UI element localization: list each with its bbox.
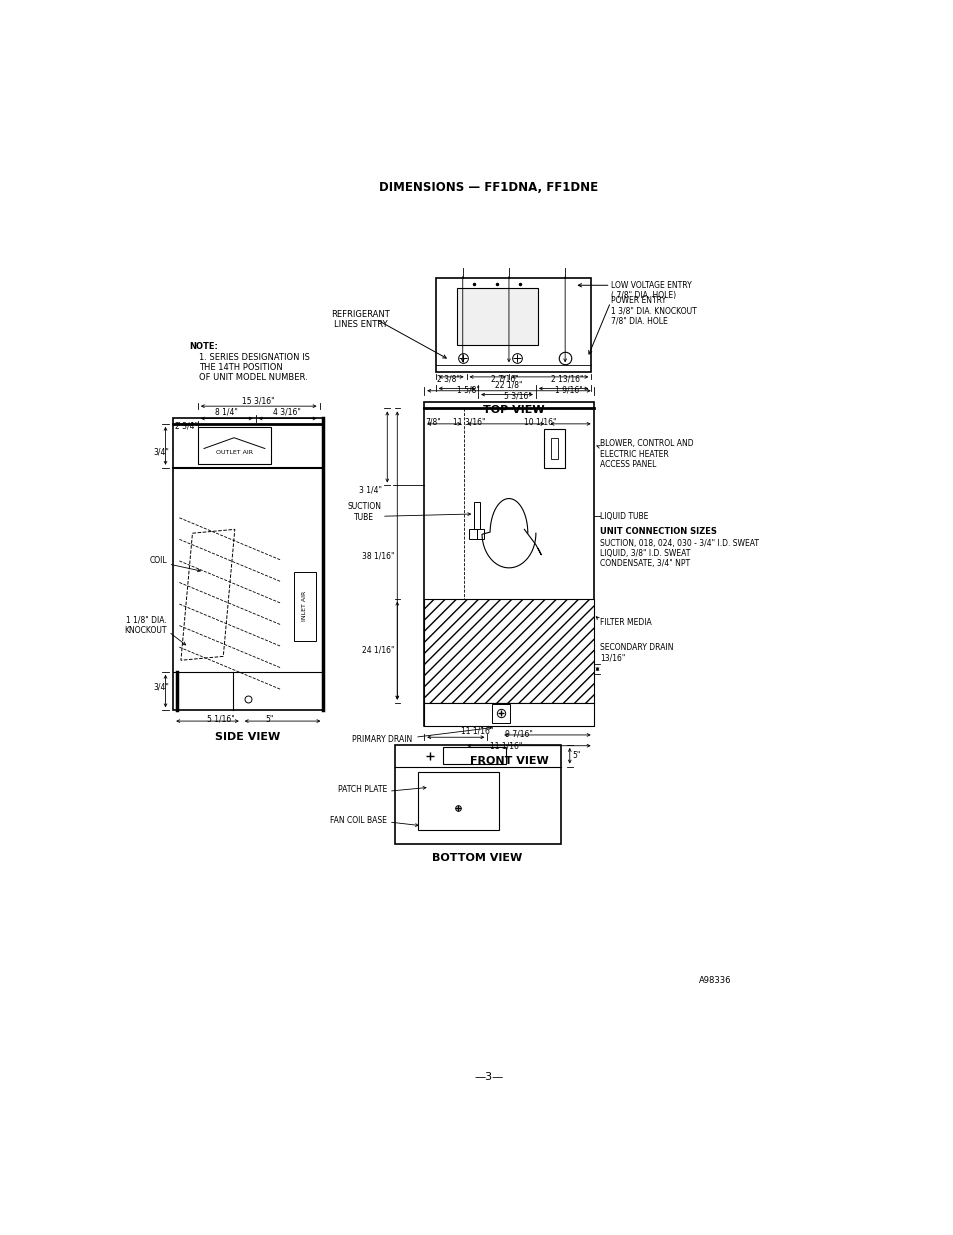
Text: 15 3/16": 15 3/16" bbox=[242, 396, 274, 405]
Text: 3 1/4": 3 1/4" bbox=[358, 485, 381, 494]
Text: 5": 5" bbox=[265, 715, 274, 724]
Text: SIDE VIEW: SIDE VIEW bbox=[215, 732, 280, 742]
Text: INLET AIR: INLET AIR bbox=[302, 592, 307, 621]
Text: REFRIGERANT
LINES ENTRY: REFRIGERANT LINES ENTRY bbox=[331, 310, 390, 330]
Bar bbox=[424, 403, 593, 726]
Text: COIL: COIL bbox=[150, 556, 167, 564]
Text: 4 3/16": 4 3/16" bbox=[273, 408, 301, 417]
Text: A98336: A98336 bbox=[699, 976, 731, 986]
Text: POWER ENTRY
1 3/8" DIA. KNOCKOUT
7/8" DIA. HOLE: POWER ENTRY 1 3/8" DIA. KNOCKOUT 7/8" DI… bbox=[610, 296, 696, 326]
Text: FRONT VIEW: FRONT VIEW bbox=[469, 757, 548, 767]
Bar bbox=[173, 417, 323, 710]
Text: 1 1/8" DIA.
KNOCKOUT: 1 1/8" DIA. KNOCKOUT bbox=[125, 616, 167, 635]
Text: SUCTION
TUBE: SUCTION TUBE bbox=[347, 503, 381, 522]
Text: DIMENSIONS — FF1DNA, FF1DNE: DIMENSIONS — FF1DNA, FF1DNE bbox=[379, 180, 598, 194]
Text: 22 1/8": 22 1/8" bbox=[495, 380, 522, 389]
Text: —3—: —3— bbox=[474, 1072, 503, 1082]
Text: 7/8": 7/8" bbox=[425, 417, 441, 427]
Text: 5 1/16": 5 1/16" bbox=[207, 715, 234, 724]
Text: 5": 5" bbox=[572, 751, 579, 761]
Text: 24 1/16": 24 1/16" bbox=[362, 646, 395, 655]
Text: 38 1/16": 38 1/16" bbox=[362, 551, 395, 559]
Text: LOW VOLTAGE ENTRY
( 7/8" DIA. HOLE): LOW VOLTAGE ENTRY ( 7/8" DIA. HOLE) bbox=[610, 280, 691, 300]
Bar bbox=[476, 530, 484, 538]
Text: PATCH PLATE: PATCH PLATE bbox=[337, 785, 387, 794]
Text: OF UNIT MODEL NUMBER.: OF UNIT MODEL NUMBER. bbox=[198, 373, 307, 382]
Bar bbox=[543, 430, 564, 468]
Text: 2 3/4": 2 3/4" bbox=[174, 421, 197, 431]
Bar bbox=[436, 278, 591, 372]
Text: SUCTION, 018, 024, 030 - 3/4" I.D. SWEAT: SUCTION, 018, 024, 030 - 3/4" I.D. SWEAT bbox=[599, 540, 758, 548]
Text: 8 1/4": 8 1/4" bbox=[214, 408, 237, 417]
Bar bbox=[395, 745, 560, 844]
Text: UNIT CONNECTION SIZES: UNIT CONNECTION SIZES bbox=[599, 527, 716, 536]
Text: TOP VIEW: TOP VIEW bbox=[482, 405, 544, 415]
Bar bbox=[469, 530, 476, 538]
Text: 2 3/8": 2 3/8" bbox=[436, 374, 459, 384]
Bar bbox=[294, 572, 315, 641]
Text: OUTLET AIR: OUTLET AIR bbox=[215, 450, 253, 454]
Bar bbox=[550, 438, 558, 458]
Text: 3/4": 3/4" bbox=[153, 448, 170, 457]
Text: BLOWER, CONTROL AND
ELECTRIC HEATER
ACCESS PANEL: BLOWER, CONTROL AND ELECTRIC HEATER ACCE… bbox=[599, 440, 693, 469]
Text: 10 1/16": 10 1/16" bbox=[524, 417, 557, 427]
Text: 5 3/16": 5 3/16" bbox=[503, 391, 531, 400]
Text: 2 7/16": 2 7/16" bbox=[491, 374, 518, 384]
Bar bbox=[424, 703, 593, 726]
Text: 11 3/16": 11 3/16" bbox=[452, 417, 485, 427]
Bar bbox=[442, 747, 505, 764]
Text: 1 9/16": 1 9/16" bbox=[555, 385, 582, 394]
Bar bbox=[456, 288, 537, 345]
Text: 1 5/8": 1 5/8" bbox=[456, 385, 479, 394]
Text: 3/4": 3/4" bbox=[153, 683, 170, 692]
Text: CONDENSATE, 3/4" NPT: CONDENSATE, 3/4" NPT bbox=[599, 559, 689, 568]
Text: SECONDARY DRAIN: SECONDARY DRAIN bbox=[599, 642, 673, 652]
Text: 11 1/16": 11 1/16" bbox=[460, 726, 493, 736]
Text: 11 1/16": 11 1/16" bbox=[489, 741, 521, 750]
Bar bbox=[417, 772, 498, 830]
Text: FILTER MEDIA: FILTER MEDIA bbox=[599, 618, 651, 627]
Text: PRIMARY DRAIN: PRIMARY DRAIN bbox=[352, 735, 413, 743]
Text: LIQUID TUBE: LIQUID TUBE bbox=[599, 513, 647, 521]
Text: THE 14TH POSITION: THE 14TH POSITION bbox=[198, 363, 282, 372]
Text: FAN COIL BASE: FAN COIL BASE bbox=[330, 816, 387, 825]
Bar bbox=[492, 704, 510, 722]
Text: 13/16": 13/16" bbox=[599, 653, 624, 662]
Text: LIQUID, 3/8" I.D. SWEAT: LIQUID, 3/8" I.D. SWEAT bbox=[599, 550, 689, 558]
Text: 1. SERIES DESIGNATION IS: 1. SERIES DESIGNATION IS bbox=[198, 353, 309, 362]
Text: 9 7/16": 9 7/16" bbox=[504, 730, 533, 739]
Text: 2 13/16": 2 13/16" bbox=[551, 374, 583, 384]
Bar bbox=[424, 599, 593, 703]
Bar bbox=[473, 503, 479, 530]
Text: BOTTOM VIEW: BOTTOM VIEW bbox=[432, 852, 522, 863]
Text: NOTE:: NOTE: bbox=[190, 342, 218, 351]
Bar bbox=[197, 427, 271, 464]
